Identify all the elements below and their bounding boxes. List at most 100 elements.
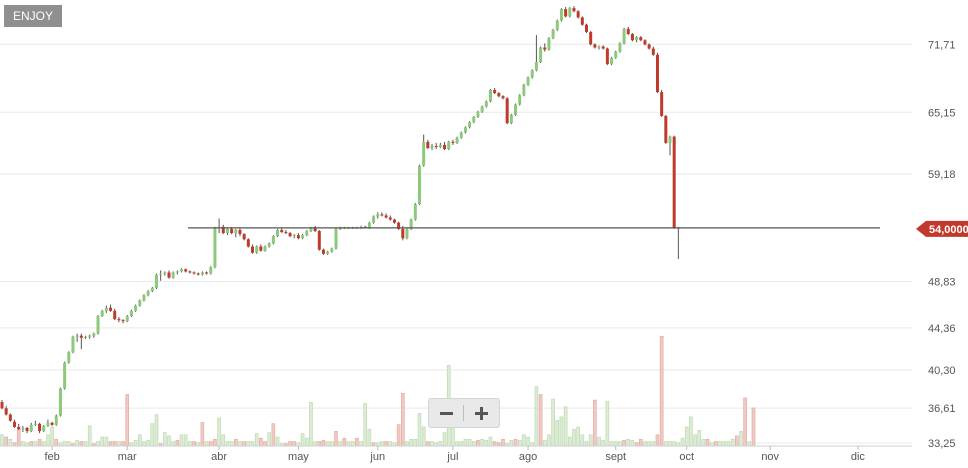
candle-body [284, 232, 288, 234]
candle [447, 140, 451, 151]
candle-body [251, 246, 254, 253]
candle [0, 399, 4, 410]
candle [276, 228, 280, 238]
volume-bar [697, 430, 702, 447]
candle [672, 135, 676, 229]
volume-bar [526, 436, 530, 447]
volume-bar [146, 440, 150, 447]
zoom-out-button[interactable] [429, 399, 463, 427]
candle [610, 56, 614, 66]
volume-bar [400, 393, 405, 447]
volume-bar [204, 441, 209, 447]
candle-body [292, 235, 296, 237]
volume-bar [676, 442, 681, 447]
candle [17, 423, 21, 431]
candle [559, 8, 563, 22]
volume-bar [405, 441, 409, 447]
candle-body [175, 271, 179, 273]
candle [580, 16, 584, 26]
volume-bar [618, 441, 622, 447]
volume-bar [133, 440, 138, 447]
volume-bar [242, 441, 246, 447]
candle [438, 142, 442, 149]
volume-bar [313, 441, 317, 447]
volume-bar [338, 441, 342, 447]
candle-body [413, 204, 417, 220]
candle [242, 233, 246, 241]
candle-body [434, 145, 438, 148]
candle [142, 294, 146, 302]
volume-bar [534, 386, 539, 447]
volume-bar [112, 441, 117, 447]
candle [259, 244, 263, 252]
candle-body [192, 272, 196, 274]
candle [292, 234, 296, 239]
volume-bar [672, 441, 676, 447]
candle [104, 305, 108, 313]
ticker-symbol[interactable]: ENJOY [4, 5, 62, 27]
zoom-in-button[interactable] [464, 399, 498, 427]
volume-bar [58, 442, 63, 447]
candle [405, 227, 409, 240]
candle [29, 422, 33, 433]
candle [555, 19, 559, 31]
volume-bar [430, 441, 434, 447]
volume-bar [304, 437, 309, 447]
candle-body [163, 272, 167, 274]
candle [25, 426, 29, 434]
volume-bar [555, 419, 560, 447]
candle-body [372, 216, 376, 223]
candle [100, 309, 104, 318]
volume-bar [300, 433, 305, 447]
candle [614, 50, 618, 59]
candle-body [409, 219, 413, 229]
volume-bar [647, 441, 651, 447]
candle [526, 76, 530, 86]
volume-bar [267, 432, 272, 447]
candle [46, 419, 50, 427]
volume-bar [396, 424, 401, 447]
candle-body [180, 269, 184, 272]
candle-body [142, 295, 146, 301]
volume-bar [271, 423, 276, 447]
candle-body [276, 229, 280, 237]
candlestick-series [0, 6, 680, 434]
x-tick-label: feb [44, 451, 59, 463]
candle-body [401, 228, 405, 239]
volume-bar [137, 434, 142, 447]
candle [50, 421, 54, 426]
volume-bar [709, 442, 714, 447]
candle-body [150, 288, 154, 292]
candle [422, 134, 426, 167]
volume-bar [680, 437, 685, 447]
candle-body [167, 272, 171, 278]
candle [75, 333, 79, 342]
volume-bar [325, 441, 330, 447]
chart-grid [0, 43, 912, 444]
volume-bar [593, 399, 597, 447]
candle-body [380, 214, 384, 216]
candle [225, 227, 229, 236]
candle-body [593, 44, 597, 48]
candle-body [154, 274, 158, 289]
candle [330, 247, 334, 253]
candle [284, 229, 288, 235]
candle [497, 92, 501, 98]
volume-bar [238, 441, 242, 447]
volume-bar [421, 426, 426, 447]
candle [468, 121, 472, 129]
volume-bar [576, 426, 580, 447]
candle-body [46, 422, 50, 426]
volume-bar [551, 398, 555, 447]
volume-bar [542, 440, 547, 447]
volume-bar [171, 441, 175, 447]
y-tick-label: 36,61 [928, 403, 956, 415]
candle-body [622, 28, 626, 44]
candle [589, 30, 593, 46]
volume-bar [163, 432, 167, 447]
volume-bar [426, 441, 430, 447]
candle [238, 227, 242, 237]
candle [418, 164, 421, 206]
candle [209, 266, 213, 275]
candle-body [54, 415, 58, 425]
